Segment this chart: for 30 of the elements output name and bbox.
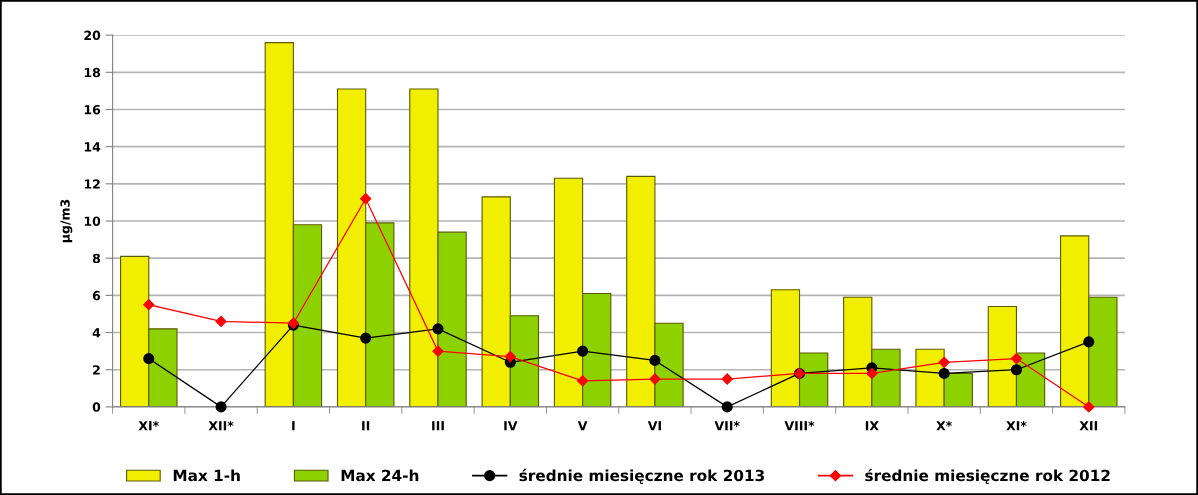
y-tick-label: 10 [84, 216, 101, 226]
y-tick-label: 16 [84, 104, 101, 115]
y-tick-label: 6 [92, 290, 101, 301]
x-tick-label: X* [936, 421, 952, 431]
x-tick-label: II [362, 421, 370, 431]
x-tick-label: VIII* [784, 421, 815, 431]
y-tick-label: 0 [92, 402, 101, 412]
y-tick-label: 12 [84, 179, 100, 189]
x-tick-label: VII* [714, 421, 740, 431]
x-tick-label: IX [865, 421, 879, 431]
y-tick-label: 20 [84, 30, 101, 41]
legend-label: Max 1-h [173, 469, 240, 482]
y-tick-label: 2 [93, 365, 100, 375]
x-tick-label: XI* [138, 421, 159, 431]
legend-label: średnie miesięczne rok 2013 [519, 468, 764, 484]
x-tick-label: IV [504, 421, 518, 431]
y-tick-label: 8 [92, 253, 101, 264]
x-tick-label: V [577, 421, 588, 431]
x-tick-label: VI [647, 421, 661, 431]
x-tick-label: XII [1079, 421, 1098, 431]
y-tick-label: 4 [92, 328, 101, 338]
legend-label: Max 24-h [341, 469, 419, 482]
y-axis-title: µg/m3 [60, 199, 73, 243]
y-tick-label: 18 [84, 67, 101, 78]
x-tick-label: XI* [1006, 421, 1027, 431]
legend-label: średnie miesięczne rok 2012 [865, 468, 1110, 484]
x-tick-label: III [432, 421, 444, 431]
y-tick-label: 14 [84, 142, 101, 152]
x-tick-label: I [292, 421, 295, 431]
x-tick-label: XII* [208, 421, 234, 431]
